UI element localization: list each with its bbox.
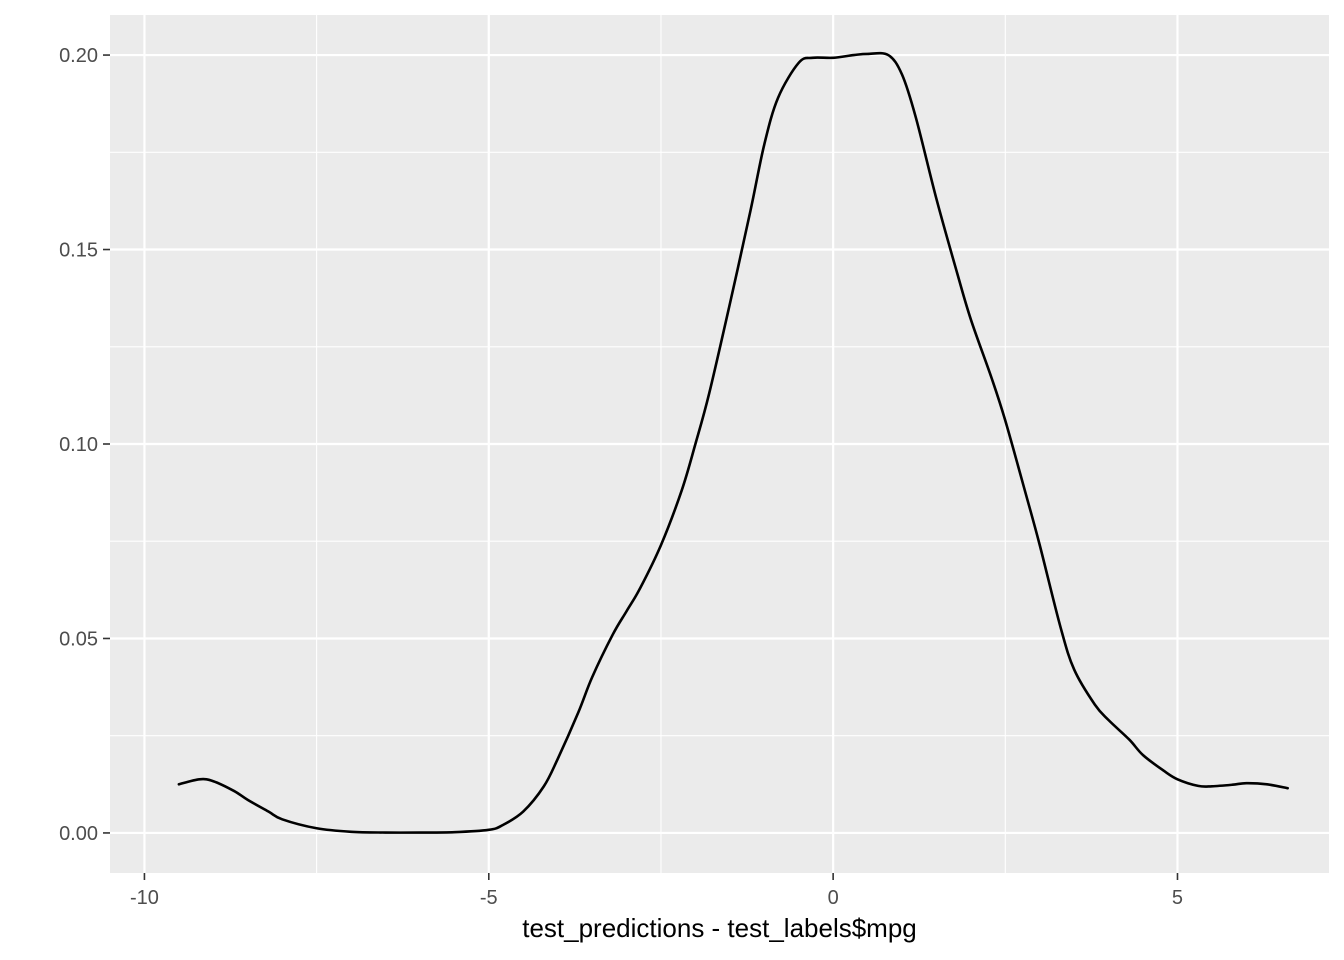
y-tick-label: 0.00 <box>59 823 98 845</box>
density-curve <box>177 51 1289 834</box>
major-gridlines <box>110 15 1329 873</box>
x-tick-label: 0 <box>828 887 839 909</box>
y-tick-label: 0.10 <box>59 434 98 456</box>
x-axis-title: test_predictions - test_labels$mpg <box>522 913 917 943</box>
y-axis: 0.00 0.05 0.10 0.15 0.20 <box>59 45 110 845</box>
x-tick-label: -5 <box>480 887 498 909</box>
x-tick-label: 5 <box>1172 887 1183 909</box>
y-tick-label: 0.20 <box>59 45 98 67</box>
y-tick-label: 0.15 <box>59 240 98 262</box>
y-tick-label: 0.05 <box>59 628 98 650</box>
x-tick-label: -10 <box>130 887 159 909</box>
x-axis: -10 -5 0 5 <box>130 873 1183 909</box>
